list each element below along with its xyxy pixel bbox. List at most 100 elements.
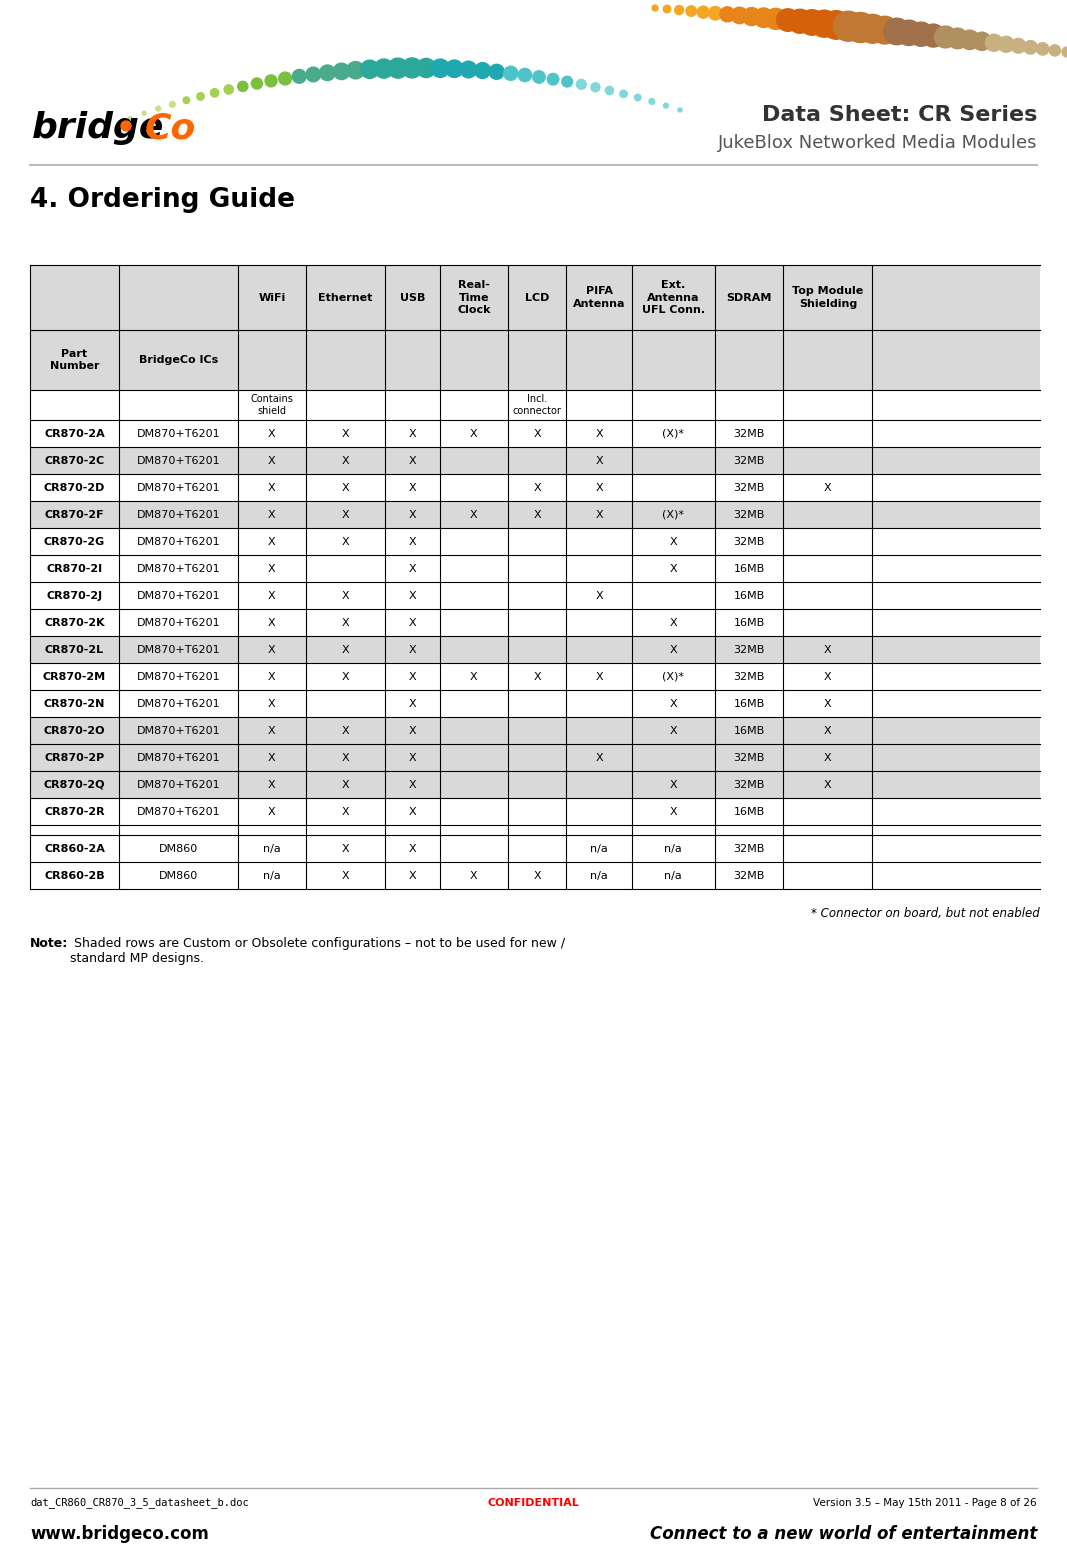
Circle shape (333, 64, 350, 79)
Text: 16MB: 16MB (733, 618, 765, 627)
Bar (30, 798, 1040, 825)
Bar (30, 582, 1040, 608)
Bar (30, 391, 1040, 420)
Text: Data Sheet: CR Series: Data Sheet: CR Series (762, 104, 1037, 124)
Circle shape (388, 58, 408, 78)
Text: X: X (670, 806, 678, 817)
Circle shape (170, 101, 175, 107)
Circle shape (858, 14, 887, 44)
Text: Version 3.5 – May 15th 2011 - Page 8 of 26: Version 3.5 – May 15th 2011 - Page 8 of … (813, 1498, 1037, 1508)
Circle shape (532, 70, 545, 82)
Text: X: X (268, 456, 275, 465)
Circle shape (1049, 45, 1061, 56)
Text: Real-
Time
Clock: Real- Time Clock (457, 280, 491, 314)
Text: CR870-2A: CR870-2A (44, 428, 105, 439)
Text: bridge: bridge (32, 110, 164, 145)
Circle shape (238, 81, 248, 92)
Circle shape (460, 61, 477, 78)
Text: (X)*: (X)* (663, 509, 684, 520)
Bar (30, 862, 1040, 888)
Text: X: X (409, 618, 416, 627)
Circle shape (754, 8, 774, 28)
Text: Shaded rows are Custom or Obsolete configurations – not to be used for new /
sta: Shaded rows are Custom or Obsolete confi… (70, 937, 566, 965)
Text: X: X (341, 806, 349, 817)
Text: n/a: n/a (665, 870, 682, 881)
Text: DM870+T6201: DM870+T6201 (137, 590, 220, 601)
Text: Top Module
Shielding: Top Module Shielding (793, 286, 863, 308)
Text: n/a: n/a (665, 843, 682, 854)
Text: DM860: DM860 (159, 870, 198, 881)
Circle shape (265, 75, 277, 87)
Text: 32MB: 32MB (733, 509, 765, 520)
Text: DM870+T6201: DM870+T6201 (137, 672, 220, 682)
Circle shape (678, 107, 682, 112)
Text: X: X (268, 753, 275, 762)
Circle shape (731, 8, 748, 23)
Text: X: X (595, 456, 603, 465)
Text: dat_CR860_CR870_3_5_datasheet_b.doc: dat_CR860_CR870_3_5_datasheet_b.doc (30, 1497, 249, 1508)
Text: DM870+T6201: DM870+T6201 (137, 644, 220, 655)
Text: X: X (670, 537, 678, 546)
Text: X: X (471, 428, 478, 439)
Bar (30, 608, 1040, 636)
Circle shape (708, 6, 722, 20)
Circle shape (871, 16, 898, 44)
Text: 32MB: 32MB (733, 456, 765, 465)
Text: X: X (268, 509, 275, 520)
Circle shape (652, 5, 658, 11)
Circle shape (121, 121, 131, 131)
Text: X: X (409, 699, 416, 708)
Text: X: X (268, 482, 275, 493)
Text: X: X (268, 618, 275, 627)
Circle shape (811, 11, 838, 37)
Text: DM870+T6201: DM870+T6201 (137, 428, 220, 439)
Text: CR870-2K: CR870-2K (44, 618, 105, 627)
Circle shape (635, 95, 641, 101)
Bar (30, 447, 1040, 475)
Circle shape (620, 90, 627, 98)
Circle shape (1010, 39, 1025, 53)
Circle shape (196, 93, 204, 100)
Text: CR870-2O: CR870-2O (44, 725, 106, 736)
Text: n/a: n/a (590, 870, 608, 881)
Bar (30, 475, 1040, 501)
Text: X: X (534, 482, 541, 493)
Text: DM870+T6201: DM870+T6201 (137, 699, 220, 708)
Text: CR870-2I: CR870-2I (46, 563, 102, 574)
Text: DM870+T6201: DM870+T6201 (137, 509, 220, 520)
Text: 4. Ordering Guide: 4. Ordering Guide (30, 187, 294, 213)
Circle shape (224, 86, 234, 93)
Text: X: X (341, 644, 349, 655)
Text: X: X (341, 672, 349, 682)
Text: X: X (409, 456, 416, 465)
Text: X: X (471, 870, 478, 881)
Text: DM870+T6201: DM870+T6201 (137, 618, 220, 627)
Text: X: X (268, 725, 275, 736)
Text: 16MB: 16MB (733, 590, 765, 601)
Text: X: X (341, 456, 349, 465)
Text: 32MB: 32MB (733, 753, 765, 762)
Text: BridgeCo ICs: BridgeCo ICs (139, 355, 218, 366)
Circle shape (973, 33, 991, 50)
Text: Contains
shield: Contains shield (251, 394, 293, 415)
Text: X: X (341, 590, 349, 601)
Text: DM870+T6201: DM870+T6201 (137, 537, 220, 546)
Text: X: X (409, 482, 416, 493)
Text: X: X (409, 806, 416, 817)
Text: 32MB: 32MB (733, 482, 765, 493)
Text: X: X (409, 725, 416, 736)
Text: CONFIDENTIAL: CONFIDENTIAL (488, 1498, 579, 1508)
Text: Co: Co (145, 110, 196, 145)
Bar (30, 744, 1040, 772)
Text: CR870-2P: CR870-2P (45, 753, 105, 762)
Text: X: X (268, 806, 275, 817)
Circle shape (896, 20, 922, 45)
Circle shape (416, 59, 435, 78)
Text: Connect to a new world of entertainment: Connect to a new world of entertainment (650, 1525, 1037, 1544)
Circle shape (562, 76, 573, 87)
Text: X: X (471, 672, 478, 682)
Circle shape (697, 6, 710, 19)
Text: Ext.
Antenna
UFL Conn.: Ext. Antenna UFL Conn. (642, 280, 705, 314)
Circle shape (576, 79, 586, 89)
Text: CR870-2R: CR870-2R (44, 806, 105, 817)
